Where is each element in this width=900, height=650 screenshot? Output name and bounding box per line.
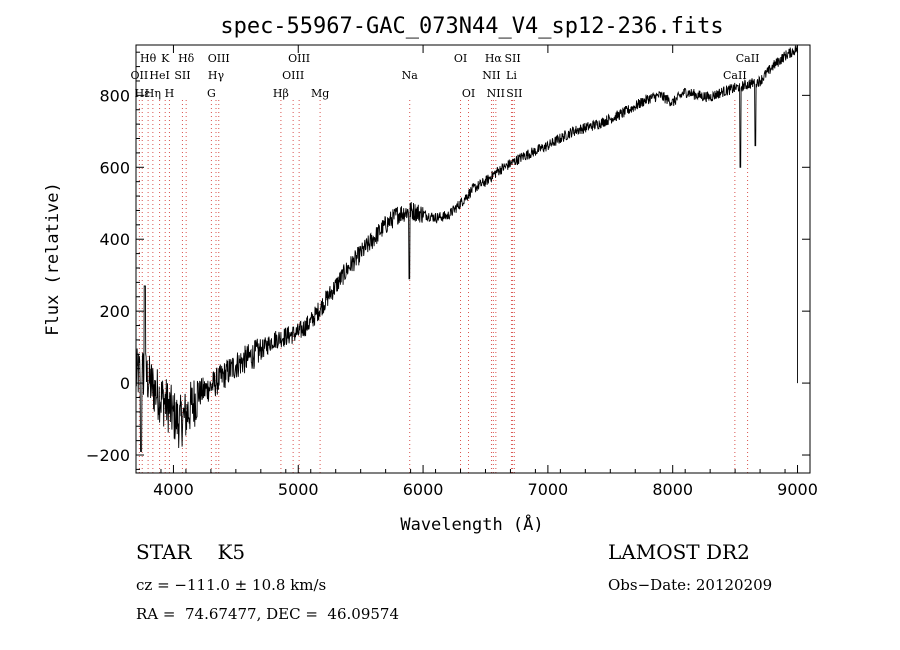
plot-frame	[136, 45, 810, 473]
line-marker-label: Hβ	[273, 87, 289, 100]
line-marker-label: OI	[462, 87, 475, 100]
axis-ticks: 4000 5000 6000 7000 8000 9000 −200 0 200 400 600 80…	[86, 45, 818, 499]
line-marker-label: Hγ	[208, 69, 225, 82]
object-subclass: K5	[217, 540, 245, 564]
line-marker-label: OII	[131, 69, 149, 82]
line-marker-label: NII	[482, 69, 500, 82]
x-tick-label: 5000	[278, 480, 319, 499]
line-marker-label: Hθ	[140, 52, 157, 65]
y-tick-label: 800	[99, 86, 130, 105]
line-marker-label: HeI	[149, 69, 169, 82]
y-tick-label: −200	[86, 446, 130, 465]
line-marker-label: CaII	[723, 69, 747, 82]
line-marker-label: SII	[506, 87, 522, 100]
line-marker-label: Hδ	[178, 52, 195, 65]
line-marker-label: Hη	[145, 87, 161, 100]
y-tick-label: 0	[120, 374, 130, 393]
redshift-readout: cz = −111.0 ± 10.8 km/s	[136, 576, 326, 594]
line-marker-label: OIII	[288, 52, 310, 65]
x-tick-label: 6000	[403, 480, 444, 499]
x-tick-label: 4000	[153, 480, 194, 499]
object-class-type: STAR	[136, 540, 191, 564]
line-marker-label: Mg	[311, 87, 329, 100]
chart-title: spec-55967-GAC_073N44_V4_sp12-236.fits	[220, 14, 723, 39]
obs-date-readout: Obs−Date: 20120209	[608, 576, 772, 594]
y-tick-label: 400	[99, 230, 130, 249]
spectrum-chart: spec-55967-GAC_073N44_V4_sp12-236.fits H…	[0, 0, 900, 650]
line-marker-label: Hα	[485, 52, 503, 65]
line-marker-label: OI	[454, 52, 467, 65]
line-marker-label: SII	[504, 52, 520, 65]
line-marker-label: K	[161, 52, 170, 65]
line-marker-label: CaII	[736, 52, 760, 65]
line-marker-label: NII	[487, 87, 505, 100]
line-marker-label: SII	[174, 69, 190, 82]
series-layer	[136, 46, 798, 452]
line-marker-label: OIII	[208, 52, 230, 65]
survey-label: LAMOST DR2	[608, 540, 750, 564]
x-tick-label: 8000	[652, 480, 693, 499]
line-marker-label: H	[165, 87, 175, 100]
line-marker-label: Na	[402, 69, 419, 82]
line-marker-label: Li	[506, 69, 517, 82]
spectrum-line	[136, 46, 797, 452]
x-tick-label: 7000	[528, 480, 569, 499]
object-class: STAR K5	[136, 540, 245, 564]
line-marker-label: OIII	[282, 69, 304, 82]
x-tick-label: 9000	[777, 480, 818, 499]
line-marker-label: G	[207, 87, 216, 100]
x-axis-label: Wavelength (Å)	[400, 513, 543, 535]
y-tick-label: 200	[99, 302, 130, 321]
y-axis-label: Flux (relative)	[43, 182, 63, 336]
radec-readout: RA = 74.67477, DEC = 46.09574	[136, 605, 399, 623]
y-tick-label: 600	[99, 158, 130, 177]
